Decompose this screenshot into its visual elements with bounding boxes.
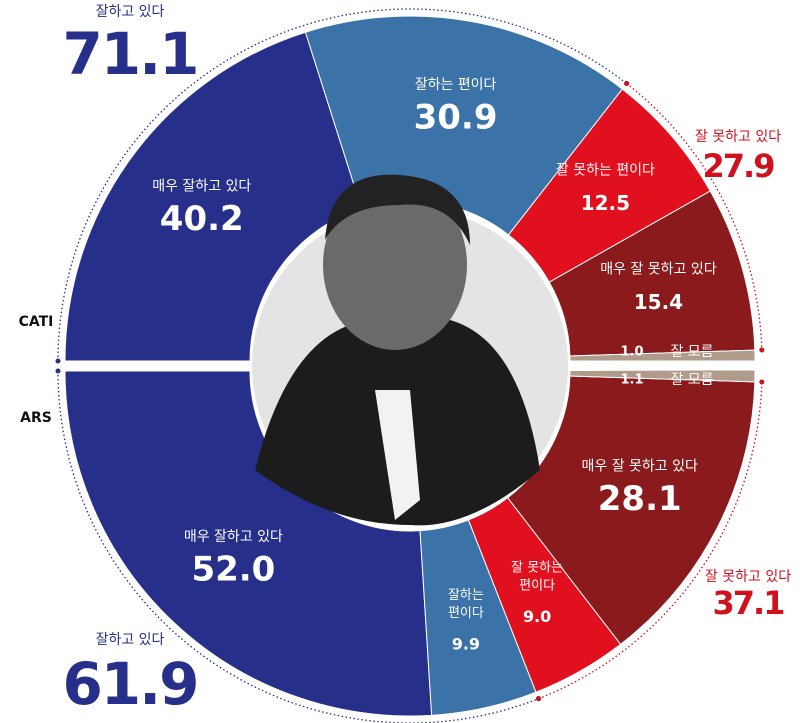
summary-label: 잘 못하고 있다: [705, 569, 791, 585]
series-name: ARS: [20, 410, 52, 426]
segment-label: 매우 잘 못하고 있다: [600, 261, 717, 277]
segment-value: 1.1: [620, 373, 643, 388]
summary-label: 잘하고 있다: [96, 632, 165, 648]
segment-label: 잘 모름: [670, 372, 713, 388]
group-arc: [57, 8, 628, 362]
summary-label: 잘하고 있다: [96, 4, 165, 20]
segment-value: 30.9: [414, 98, 498, 138]
segment: [569, 349, 756, 362]
group-arc-end: [759, 347, 765, 353]
group-arc-end: [55, 358, 61, 364]
portrait: [255, 174, 540, 526]
series-name: CATI: [19, 314, 54, 330]
segment-value: 15.4: [634, 290, 683, 314]
group-arc: [57, 370, 539, 723]
segment-value: 40.2: [160, 199, 244, 239]
segment-label: 잘하는 편이다: [448, 587, 484, 620]
group-arc-end: [536, 696, 542, 702]
summary-value: 37.1: [713, 584, 785, 622]
segment-label: 매우 잘하고 있다: [152, 179, 251, 195]
segment-value: 9.0: [523, 607, 551, 626]
segment-label: 잘하는 편이다: [415, 77, 497, 93]
group-arc-end: [624, 81, 630, 87]
segment-value: 28.1: [598, 479, 682, 519]
segment-label: 잘 못하는 편이다: [556, 163, 655, 179]
segment-value: 52.0: [191, 550, 275, 590]
group-arc-end: [759, 379, 765, 385]
summary-value: 71.1: [62, 20, 197, 88]
segment-value: 12.5: [581, 191, 630, 215]
summary-value: 61.9: [62, 650, 197, 718]
segment-label: 잘 못하는 편이다: [511, 560, 563, 593]
group-arc: [626, 83, 763, 350]
segment: [569, 369, 756, 383]
segment: [64, 31, 363, 362]
segment-value: 9.9: [452, 634, 480, 653]
segment-label: 잘 모름: [670, 344, 713, 360]
group-arc: [538, 382, 763, 700]
summary-value: 27.9: [703, 147, 775, 185]
summary-label: 잘 못하고 있다: [695, 129, 781, 145]
segment-value: 1.0: [620, 345, 643, 360]
segment: [506, 375, 756, 645]
segment-label: 매우 잘하고 있다: [184, 529, 283, 545]
segment-label: 매우 잘 못하고 있다: [582, 458, 699, 474]
group-arc-end: [55, 368, 61, 374]
